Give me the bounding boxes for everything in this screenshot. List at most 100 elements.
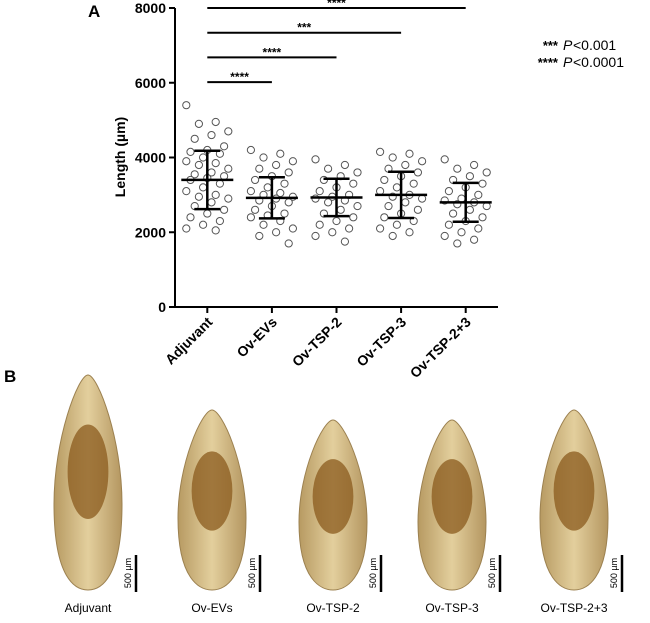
key-p: P [563, 54, 573, 70]
data-point [199, 220, 208, 229]
data-point [182, 187, 191, 196]
data-point [465, 172, 474, 181]
data-point [288, 224, 297, 233]
data-point [284, 168, 293, 177]
data-point [413, 168, 422, 177]
data-point [444, 187, 453, 196]
data-point [207, 130, 216, 140]
data-point [311, 231, 320, 241]
worm-gonad [553, 451, 595, 531]
scale-bar-label: 500 µm [247, 558, 257, 588]
key-stars: **** [538, 55, 559, 70]
data-point [453, 239, 462, 248]
data-point [405, 228, 414, 237]
data-point [255, 164, 264, 173]
image-label: Ov-EVs [191, 601, 232, 615]
scale-bar-label: 500 µm [368, 558, 378, 588]
data-point [474, 190, 483, 199]
data-point [482, 168, 491, 177]
scale-bar-label: 500 µm [123, 558, 133, 588]
data-point [272, 160, 281, 170]
data-point [401, 160, 410, 170]
data-point [340, 237, 349, 246]
data-point [259, 153, 268, 162]
significance-label: **** [230, 70, 249, 84]
worm-gonad [67, 424, 109, 520]
image-label: Adjuvant [65, 601, 112, 615]
data-point [380, 213, 389, 222]
data-point [259, 220, 268, 229]
worm-gonad [431, 459, 473, 534]
y-tick-label: 4000 [135, 150, 166, 166]
data-point [199, 183, 208, 192]
data-point [194, 119, 203, 128]
data-point [470, 160, 479, 170]
data-point [392, 220, 401, 229]
data-point [388, 231, 397, 241]
data-point [280, 209, 289, 218]
data-point [405, 149, 414, 158]
data-point [409, 179, 418, 188]
data-point [388, 153, 397, 162]
data-point [353, 168, 362, 177]
data-point [207, 198, 216, 207]
y-tick-label: 2000 [135, 224, 166, 240]
data-point [182, 224, 191, 233]
significance-label: **** [263, 45, 282, 59]
data-point [182, 157, 191, 166]
significance-label: *** [297, 21, 311, 35]
key-p: P [563, 37, 573, 53]
data-point [276, 149, 285, 158]
data-point [478, 213, 487, 222]
data-point [220, 205, 229, 214]
data-point [449, 209, 458, 218]
data-point [440, 231, 449, 241]
data-point [246, 213, 255, 222]
data-point [211, 226, 220, 235]
data-point [190, 134, 199, 143]
data-point [215, 216, 224, 226]
data-point [401, 198, 410, 207]
data-point [315, 220, 324, 229]
data-point [336, 205, 345, 214]
x-tick-label: Ov-TSP-3 [353, 314, 409, 370]
y-tick-label: 6000 [135, 75, 166, 91]
data-point [332, 216, 341, 226]
data-point [203, 209, 212, 218]
x-tick-label: Ov-TSP-2 [289, 314, 345, 370]
y-tick-label: 0 [158, 299, 166, 315]
worm-gonad [312, 459, 354, 534]
data-point [376, 224, 385, 233]
x-tick-label: Ov-TSP-2+3 [407, 314, 474, 381]
data-point [311, 155, 320, 164]
image-label: Ov-TSP-2+3 [540, 601, 607, 615]
data-point [340, 160, 349, 170]
data-point [353, 201, 362, 211]
data-point [478, 179, 487, 188]
data-point [263, 183, 272, 192]
key-threshold: <0.0001 [573, 54, 624, 70]
data-point [246, 145, 255, 155]
data-point [186, 147, 195, 156]
data-point [418, 157, 427, 166]
data-point [224, 164, 233, 173]
data-point [288, 157, 297, 166]
key-threshold: <0.001 [573, 37, 616, 53]
data-point [276, 188, 285, 198]
data-point [444, 220, 453, 229]
panel-label: B [4, 367, 16, 386]
image-label: Ov-TSP-2 [306, 601, 360, 615]
data-point [220, 142, 229, 151]
data-point [440, 155, 449, 164]
data-point [457, 228, 466, 237]
data-point [324, 164, 333, 173]
data-point [224, 194, 233, 203]
data-point [224, 127, 233, 136]
data-point [194, 160, 203, 170]
data-point [376, 147, 385, 156]
data-point [190, 170, 199, 179]
data-point [194, 192, 203, 201]
data-point [392, 183, 401, 192]
data-point [186, 213, 195, 222]
